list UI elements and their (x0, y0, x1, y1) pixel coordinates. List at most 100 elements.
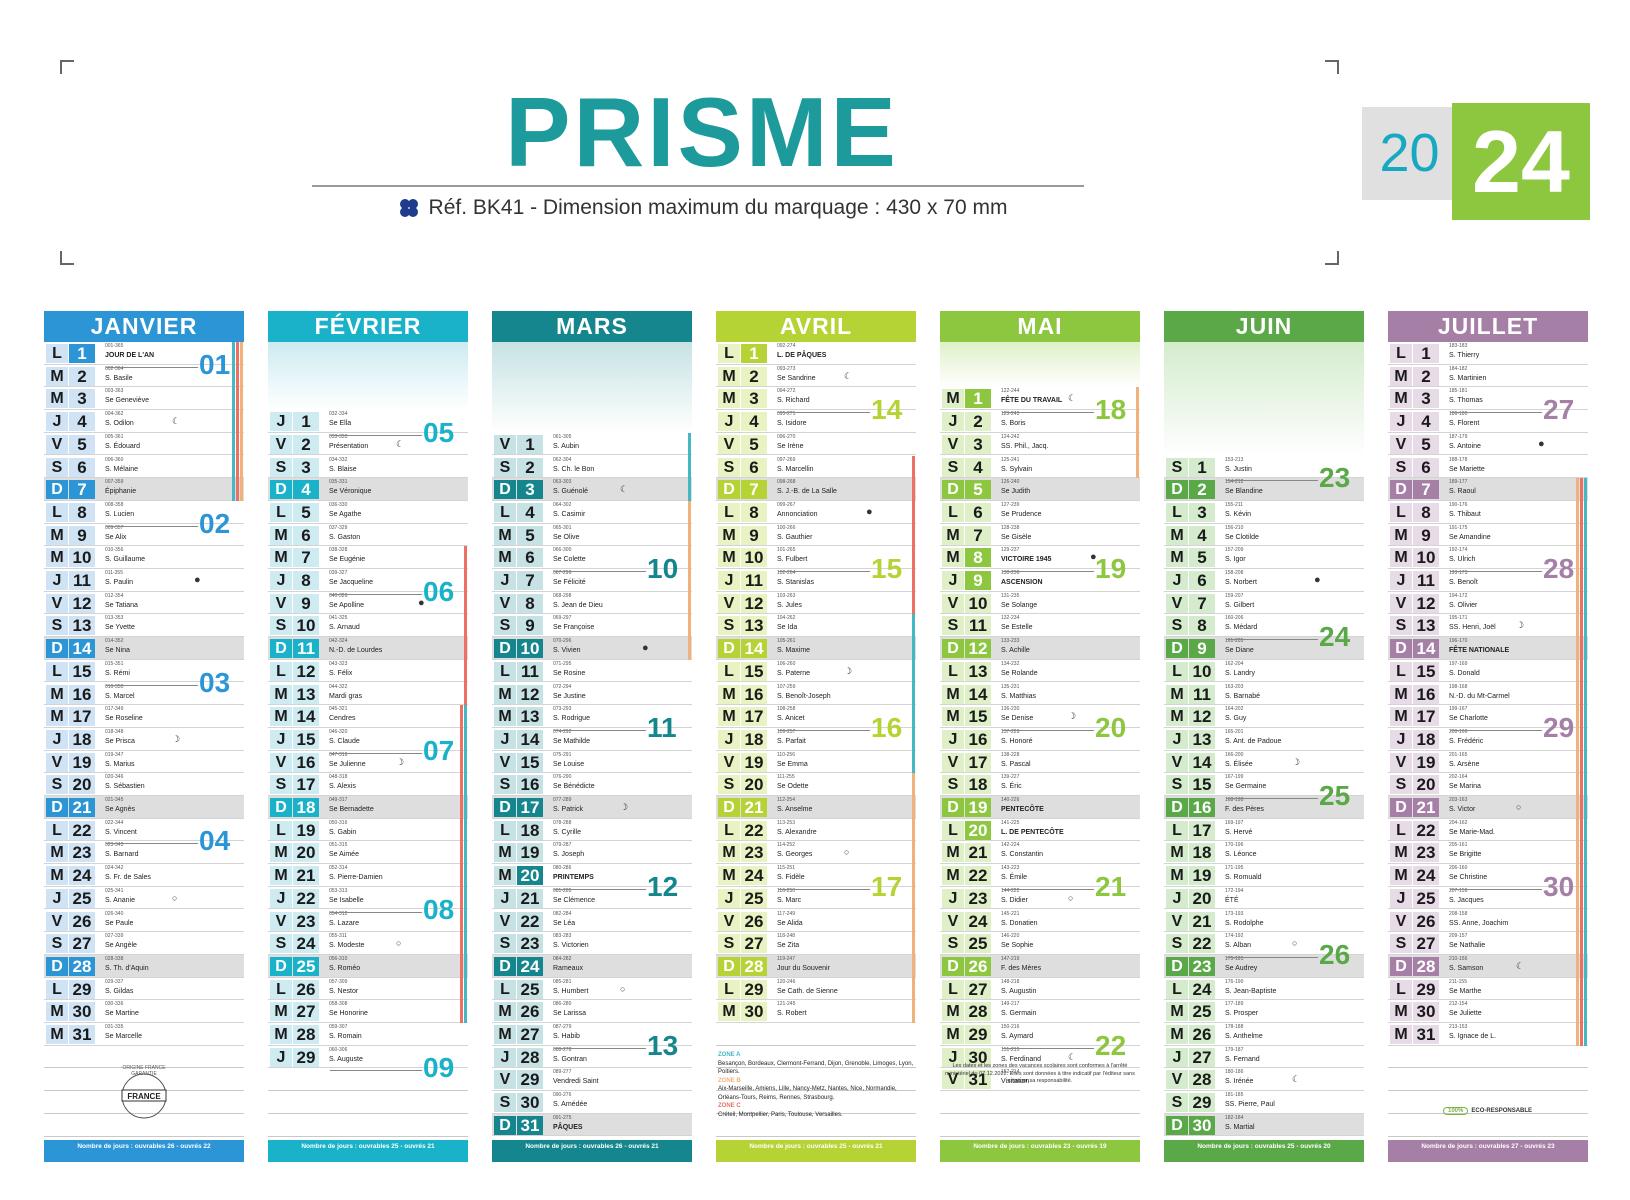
day-row[interactable]: L 4 064-302 S. Casimir (492, 501, 692, 524)
day-row[interactable]: D 24 084-282 Rameaux (492, 954, 692, 978)
day-row[interactable]: V 9 040-326 Se Apolline ● (268, 592, 468, 615)
day-row[interactable]: M 23 023-343 S. Barnard (44, 841, 244, 865)
day-row[interactable]: M 10 192-174 S. Ulrich (1388, 546, 1588, 569)
day-row[interactable]: M 15 136-230 Se Denise ☽ (940, 705, 1140, 728)
day-row[interactable]: M 9 191-175 Se Amandine (1388, 524, 1588, 547)
day-row[interactable]: L 17 169-197 S. Hervé (1164, 819, 1364, 842)
day-row[interactable]: D 23 175-191 Se Audrey (1164, 954, 1364, 978)
day-row[interactable]: M 14 045-321 Cendres (268, 705, 468, 728)
day-row[interactable]: V 17 138-228 S. Pascal (940, 751, 1140, 774)
day-row[interactable]: M 14 135-231 S. Matthias (940, 683, 1140, 706)
day-row[interactable]: S 22 174-192 S. Alban ○ (1164, 932, 1364, 955)
day-row[interactable]: V 7 159-207 S. Gilbert (1164, 592, 1364, 615)
day-row[interactable]: L 8 008-358 S. Lucien (44, 501, 244, 524)
day-row[interactable]: V 29 089-277 Vendredi Saint (492, 1068, 692, 1092)
day-row[interactable]: M 9 100-266 S. Gauthier (716, 524, 916, 547)
day-row[interactable]: D 7 189-177 S. Raoul (1388, 478, 1588, 501)
day-row[interactable]: M 27 087-279 S. Habib (492, 1023, 692, 1046)
day-row[interactable]: S 30 090-276 S. Amédée (492, 1091, 692, 1114)
day-row[interactable]: M 24 024-342 S. Fr. de Sales (44, 864, 244, 887)
day-row[interactable]: S 9 069-297 Se Françoise (492, 614, 692, 638)
day-row[interactable]: M 21 142-224 S. Constantin (940, 841, 1140, 865)
day-row[interactable]: J 21 081-285 Se Clémence (492, 887, 692, 910)
day-row[interactable]: D 16 168-198 F. des Pères (1164, 796, 1364, 819)
day-row[interactable]: V 2 033-333 Présentation ☾ (268, 433, 468, 456)
day-row[interactable]: M 20 051-315 Se Aimée (268, 841, 468, 865)
day-row[interactable]: S 6 006-360 S. Mélaine (44, 456, 244, 479)
day-row[interactable]: L 12 043-323 S. Félix (268, 660, 468, 683)
day-row[interactable]: L 1 183-183 S. Thierry (1388, 342, 1588, 365)
day-row[interactable]: M 6 037-329 S. Gaston (268, 524, 468, 547)
day-row[interactable]: M 20 080-286 PRINTEMPS (492, 864, 692, 887)
day-row[interactable]: L 22 022-344 S. Vincent (44, 819, 244, 842)
day-row[interactable]: M 9 009-357 Se Alix (44, 524, 244, 547)
day-row[interactable]: L 29 211-155 Se Marthe (1388, 978, 1588, 1001)
day-row[interactable]: M 6 066-300 Se Colette (492, 546, 692, 569)
day-row[interactable]: V 5 096-270 Se Irène (716, 433, 916, 456)
day-row[interactable]: M 19 171-195 S. Romuald (1164, 864, 1364, 887)
day-row[interactable]: S 10 041-325 S. Arnaud (268, 614, 468, 638)
day-row[interactable]: M 5 157-209 S. Igor (1164, 546, 1364, 569)
day-row[interactable]: M 2 002-364 S. Basile (44, 365, 244, 388)
day-row[interactable]: J 11 193-173 S. Benoît (1388, 569, 1588, 592)
day-row[interactable]: J 16 137-229 S. Honoré (940, 728, 1140, 751)
day-row[interactable]: M 17 199-167 Se Charlotte (1388, 705, 1588, 728)
day-row[interactable]: M 1 122-244 FÊTE DU TRAVAIL ☾ (940, 387, 1140, 411)
day-row[interactable]: L 5 036-330 Se Agathe (268, 501, 468, 524)
day-row[interactable]: M 26 178-188 S. Anthelme (1164, 1023, 1364, 1046)
day-row[interactable]: S 20 202-164 Se Marina (1388, 773, 1588, 796)
day-row[interactable]: L 1 092-274 L. DE PÂQUES (716, 342, 916, 365)
day-row[interactable]: D 28 028-338 S. Th. d'Aquin (44, 954, 244, 978)
day-row[interactable]: M 3 003-363 Se Geneviève (44, 387, 244, 411)
day-row[interactable]: J 20 172-194 ÉTÉ (1164, 887, 1364, 910)
day-row[interactable]: D 17 077-289 S. Patrick ☽ (492, 796, 692, 819)
day-row[interactable]: V 1 061-305 S. Aubin (492, 433, 692, 456)
day-row[interactable]: J 11 011-355 S. Paulin ● (44, 569, 244, 592)
day-row[interactable]: L 18 078-288 S. Cyrille (492, 819, 692, 842)
day-row[interactable]: D 14 014-352 Se Nina (44, 637, 244, 660)
day-row[interactable]: D 7 098-268 S. J.-B. de La Salle (716, 478, 916, 501)
day-row[interactable]: L 27 148-218 S. Augustin (940, 978, 1140, 1001)
day-row[interactable]: M 29 150-216 S. Aymard (940, 1023, 1140, 1046)
day-row[interactable]: L 1 001-365 JOUR DE L'AN (44, 342, 244, 365)
day-row[interactable]: D 11 042-324 N.-D. de Lourdes (268, 637, 468, 660)
day-row[interactable]: M 17 108-258 S. Anicet (716, 705, 916, 728)
day-row[interactable]: M 12 072-294 Se Justine (492, 683, 692, 706)
day-row[interactable]: D 14 105-261 S. Maxime (716, 637, 916, 660)
day-row[interactable]: M 10 010-356 S. Guillaume (44, 546, 244, 569)
day-row[interactable]: S 20 111-255 Se Odette (716, 773, 916, 796)
day-row[interactable]: D 10 070-296 S. Vivien ● (492, 637, 692, 660)
day-row[interactable]: M 28 149-217 S. Germain (940, 1000, 1140, 1023)
day-row[interactable]: J 7 067-299 Se Félicité (492, 569, 692, 592)
day-row[interactable]: L 29 120-246 Se Cath. de Sienne (716, 978, 916, 1001)
day-row[interactable]: J 4 004-362 S. Odilon ☾ (44, 410, 244, 433)
day-row[interactable]: J 22 053-313 Se Isabelle (268, 887, 468, 910)
day-row[interactable]: S 11 132-234 Se Estelle (940, 614, 1140, 638)
day-row[interactable]: S 8 160-206 S. Médard (1164, 614, 1364, 638)
day-row[interactable]: V 26 117-249 Se Alida (716, 910, 916, 933)
day-row[interactable]: M 5 065-301 Se Olive (492, 524, 692, 547)
day-row[interactable]: J 11 102-264 S. Stanislas (716, 569, 916, 592)
day-row[interactable]: M 24 115-251 S. Fidèle (716, 864, 916, 887)
day-row[interactable]: V 12 103-263 S. Jules (716, 592, 916, 615)
day-row[interactable]: L 26 057-309 S. Nestor (268, 978, 468, 1001)
day-row[interactable]: J 2 123-243 S. Boris (940, 410, 1140, 433)
day-row[interactable]: L 24 176-190 S. Jean-Baptiste (1164, 978, 1364, 1001)
day-row[interactable]: L 8 099-267 Annonciation ● (716, 501, 916, 524)
day-row[interactable]: M 16 198-168 N.-D. du Mt-Carmel (1388, 683, 1588, 706)
day-row[interactable]: L 15 197-169 S. Donald (1388, 660, 1588, 683)
day-row[interactable]: D 26 147-219 F. des Mères (940, 954, 1140, 978)
day-row[interactable]: D 28 119-247 Jour du Souvenir (716, 954, 916, 978)
day-row[interactable]: L 8 190-176 S. Thibaut (1388, 501, 1588, 524)
day-row[interactable]: D 21 203-163 S. Victor ○ (1388, 796, 1588, 819)
day-row[interactable]: M 10 101-265 S. Fulbert (716, 546, 916, 569)
day-row[interactable]: L 3 155-211 S. Kévin (1164, 501, 1364, 524)
day-row[interactable]: D 18 049-317 Se Bernadette (268, 796, 468, 819)
day-row[interactable]: S 17 048-318 S. Alexis (268, 773, 468, 796)
day-row[interactable]: D 7 007-359 Épiphanie (44, 478, 244, 501)
day-row[interactable]: L 25 085-281 S. Humbert ○ (492, 978, 692, 1001)
day-row[interactable]: M 3 185-181 S. Thomas (1388, 387, 1588, 411)
day-row[interactable]: V 14 166-200 S. Élisée ☽ (1164, 751, 1364, 774)
day-row[interactable]: M 25 177-189 S. Prosper (1164, 1000, 1364, 1023)
day-row[interactable]: M 3 094-272 S. Richard (716, 387, 916, 411)
